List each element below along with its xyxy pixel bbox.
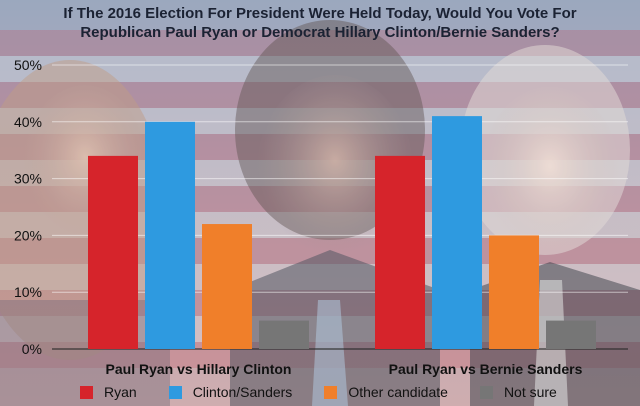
chart-title: If The 2016 Election For President Were … (0, 4, 640, 42)
y-tick-label: 0% (22, 341, 42, 357)
legend-swatch-ryan (80, 385, 93, 399)
legend-label-clinton-sanders: Clinton/Sanders (192, 384, 293, 400)
x-category-label: Paul Ryan vs Hillary Clinton (106, 361, 292, 377)
legend-item-ryan: Ryan (80, 384, 137, 400)
y-tick-label: 30% (14, 171, 42, 187)
legend-label-not-sure: Not sure (503, 384, 557, 400)
y-tick-label: 20% (14, 227, 42, 243)
legend-swatch-other-candidate (324, 385, 338, 399)
chart-title-line-1: If The 2016 Election For President Were … (63, 5, 577, 22)
x-category-label: Paul Ryan vs Bernie Sanders (389, 361, 583, 377)
y-tick-label: 10% (14, 284, 42, 300)
y-tick-label: 40% (14, 114, 42, 130)
y-tick-label: 50% (14, 57, 42, 73)
bar-other-candidate-2 (489, 235, 539, 349)
bar-clinton-sanders-1 (145, 121, 195, 349)
bar-ryan-2 (375, 155, 425, 349)
bar-other-candidate-1 (202, 224, 252, 349)
legend-item-not-sure: Not sure (479, 384, 557, 400)
legend-swatch-not-sure (479, 385, 493, 399)
legend-item-other-candidate: Other candidate (324, 384, 448, 400)
chart-title-line-2: Republican Paul Ryan or Democrat Hillary… (80, 24, 560, 41)
legend-label-other-candidate: Other candidate (348, 384, 448, 400)
legend-label-ryan: Ryan (104, 384, 137, 400)
bar-ryan-1 (88, 155, 138, 349)
bar-clinton-sanders-2 (432, 116, 482, 350)
legend: Ryan Clinton/Sanders Other candidate Not… (80, 382, 557, 402)
legend-item-clinton-sanders: Clinton/Sanders (168, 384, 293, 400)
bar-not-sure-2 (546, 320, 596, 349)
bar-not-sure-1 (259, 320, 309, 349)
legend-swatch-clinton-sanders (168, 385, 182, 399)
